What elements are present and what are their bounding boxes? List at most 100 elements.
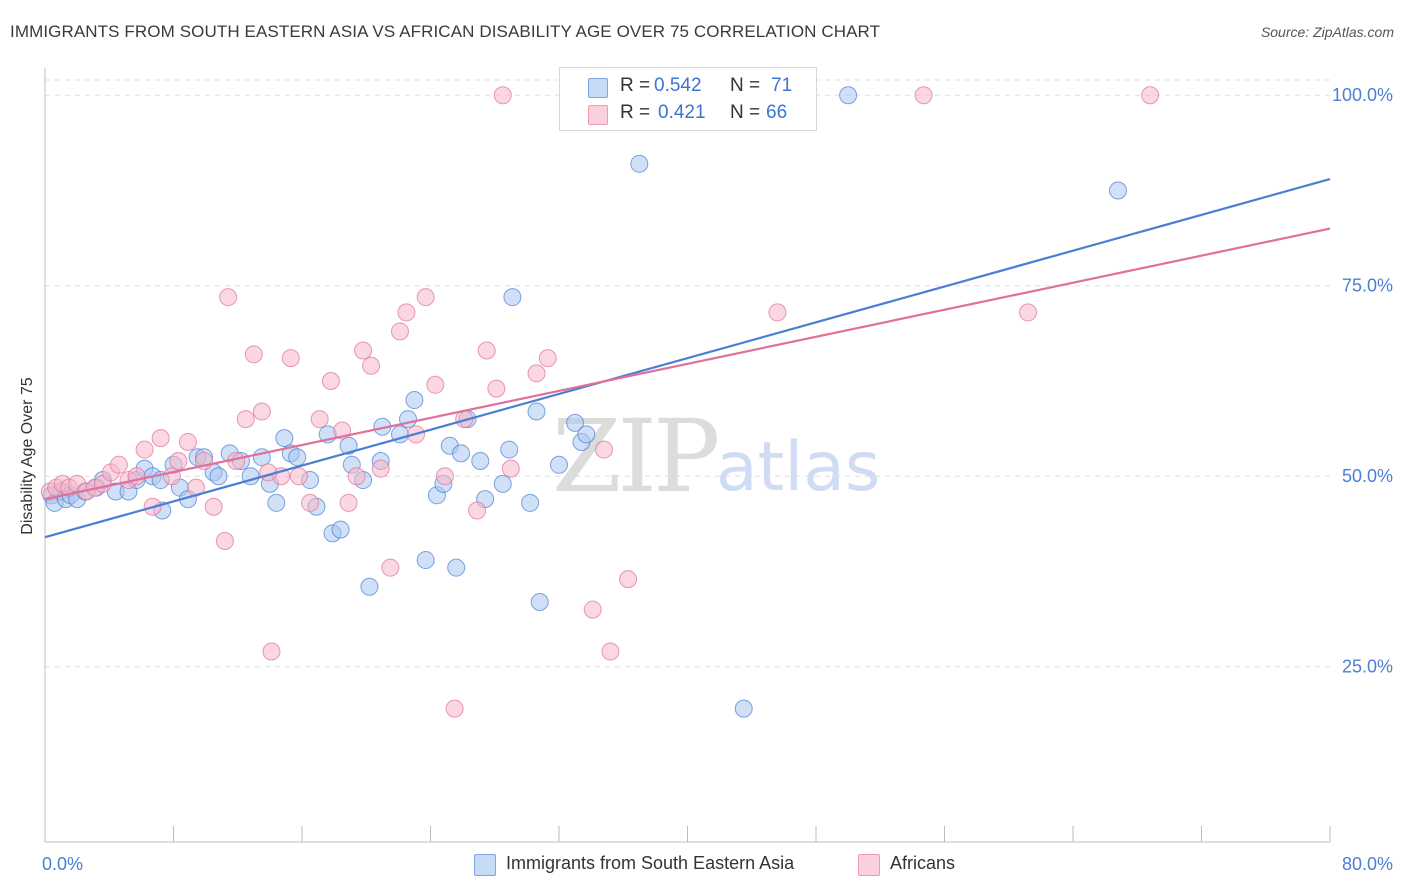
data-point: [397, 303, 416, 322]
data-point: [405, 391, 424, 410]
data-point: [354, 341, 373, 360]
data-point: [503, 288, 522, 307]
data-point: [477, 341, 496, 360]
bottom-legend-swatch-sea: [474, 854, 496, 876]
legend-n-value: 71: [771, 75, 793, 96]
bottom-legend-label-sea: Immigrants from South Eastern Asia: [506, 853, 795, 873]
bottom-legend-swatch-africans: [858, 854, 880, 876]
correlation-legend: R = 0.542 N = 71 R = 0.421 N = 66: [559, 67, 817, 131]
y-tick-label: 100.0%: [1332, 85, 1393, 105]
data-point: [426, 375, 445, 394]
data-point: [1108, 181, 1127, 200]
legend-r-label: R =: [620, 102, 651, 123]
data-point: [219, 288, 238, 307]
data-point: [452, 444, 471, 463]
data-point: [768, 303, 787, 322]
data-point: [390, 322, 409, 341]
data-point: [275, 429, 294, 448]
y-tick-label: 75.0%: [1342, 276, 1393, 296]
data-point: [281, 349, 300, 368]
data-point: [267, 493, 286, 512]
bottom-legend-label-africans: Africans: [890, 853, 956, 873]
data-point: [262, 642, 281, 661]
legend-row-sea: R = 0.542 N = 71: [560, 75, 816, 99]
legend-n-label: N =: [730, 75, 761, 96]
data-point: [252, 402, 271, 421]
trend-line-series-0: [44, 178, 1331, 539]
x-tick-label-max: 80.0%: [1342, 854, 1393, 874]
data-point: [447, 558, 466, 577]
axes: [44, 68, 1331, 843]
data-point: [169, 452, 188, 470]
data-point: [501, 459, 520, 478]
data-point: [468, 501, 487, 520]
legend-r-label: R =: [620, 75, 651, 96]
legend-n-value: 66: [766, 102, 788, 123]
data-point: [630, 154, 649, 173]
data-point: [445, 699, 464, 718]
gridlines: [45, 79, 1330, 668]
legend-n-label: N =: [730, 102, 761, 123]
data-point: [301, 493, 320, 512]
data-point: [914, 86, 933, 105]
data-point: [347, 467, 366, 486]
data-point: [435, 467, 454, 486]
data-point: [321, 371, 340, 390]
x-tick-label-min: 0.0%: [42, 854, 83, 874]
data-point: [471, 452, 490, 470]
series-1-points: [40, 86, 1160, 718]
data-point: [339, 493, 358, 512]
data-point: [530, 592, 549, 611]
data-point: [1019, 303, 1038, 322]
chart-title: IMMIGRANTS FROM SOUTH EASTERN ASIA VS AF…: [10, 22, 881, 41]
data-point: [583, 600, 602, 619]
data-point: [310, 410, 329, 429]
tick-labels: 25.0% 50.0% 75.0% 100.0% 0.0% 80.0%: [42, 85, 1393, 874]
data-point: [151, 429, 170, 448]
data-point: [209, 467, 228, 486]
source-credit: Source: ZipAtlas.com: [1260, 24, 1394, 40]
data-point: [215, 532, 234, 551]
data-point: [493, 86, 512, 105]
data-point: [204, 497, 223, 516]
data-point: [362, 356, 381, 375]
y-tick-label: 25.0%: [1342, 657, 1393, 677]
data-point: [521, 493, 540, 512]
y-tick-label: 50.0%: [1342, 466, 1393, 486]
data-point: [601, 642, 620, 661]
legend-r-value: 0.421: [658, 102, 706, 123]
data-point: [538, 349, 557, 368]
data-point: [493, 474, 512, 493]
legend-row-africans: R = 0.421 N = 66: [560, 102, 816, 126]
data-point: [331, 520, 350, 539]
data-point: [839, 86, 858, 105]
data-point: [500, 440, 519, 459]
data-point: [416, 288, 435, 307]
data-point: [289, 467, 308, 486]
watermark-atlas: atlas: [716, 428, 881, 507]
data-point: [1141, 86, 1160, 105]
legend-swatch-sea: [588, 78, 608, 98]
data-point: [244, 345, 263, 364]
data-point: [135, 440, 154, 459]
data-point: [734, 699, 753, 718]
trend-lines: [44, 178, 1331, 539]
data-point: [527, 402, 546, 421]
data-point: [594, 440, 613, 459]
data-point: [178, 432, 197, 451]
data-point: [416, 551, 435, 570]
legend-r-value: 0.542: [654, 75, 702, 96]
data-point: [109, 455, 128, 474]
data-point: [339, 436, 358, 455]
data-point: [487, 379, 506, 398]
data-point: [360, 577, 379, 596]
series-0-points: [42, 86, 1127, 718]
legend-swatch-africans: [588, 105, 608, 125]
data-points: [40, 86, 1160, 718]
data-point: [371, 459, 390, 478]
data-point: [577, 425, 596, 444]
trend-line-series-1: [44, 227, 1331, 501]
data-point: [566, 413, 585, 432]
data-point: [619, 570, 638, 589]
data-point: [527, 364, 546, 383]
